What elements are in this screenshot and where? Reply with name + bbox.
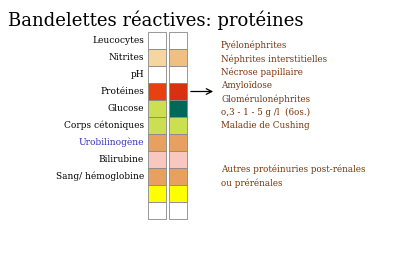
Bar bbox=[148, 134, 166, 151]
Bar bbox=[148, 32, 166, 49]
Bar bbox=[169, 66, 187, 83]
Bar bbox=[148, 202, 166, 219]
Text: Protéines: Protéines bbox=[100, 87, 144, 96]
Bar bbox=[169, 168, 187, 185]
Bar bbox=[169, 32, 187, 49]
Bar bbox=[169, 83, 187, 100]
Bar bbox=[148, 66, 166, 83]
Text: Leucocytes: Leucocytes bbox=[92, 36, 144, 45]
Text: Nitrites: Nitrites bbox=[108, 53, 144, 62]
Bar bbox=[169, 151, 187, 168]
Text: Pyélonéphrites
Néphrites interstitielles
Nécrose papillaire
Amyloïdose
Glomérulo: Pyélonéphrites Néphrites interstitielles… bbox=[221, 41, 327, 130]
Bar bbox=[169, 202, 187, 219]
Bar bbox=[148, 117, 166, 134]
Bar bbox=[148, 185, 166, 202]
Text: Bandelettes réactives: protéines: Bandelettes réactives: protéines bbox=[8, 10, 304, 29]
Bar bbox=[148, 168, 166, 185]
Text: Corps cétoniques: Corps cétoniques bbox=[64, 121, 144, 130]
Bar bbox=[148, 151, 166, 168]
Bar bbox=[148, 83, 166, 100]
Bar bbox=[148, 49, 166, 66]
Text: Bilirubine: Bilirubine bbox=[99, 155, 144, 164]
Bar bbox=[169, 185, 187, 202]
Text: Urobilinogène: Urobilinogène bbox=[78, 138, 144, 147]
Text: Glucose: Glucose bbox=[108, 104, 144, 113]
Bar bbox=[148, 100, 166, 117]
Bar bbox=[169, 117, 187, 134]
Bar bbox=[169, 100, 187, 117]
Bar bbox=[169, 49, 187, 66]
Bar bbox=[169, 134, 187, 151]
Text: Autres protéinuries post-rénales
ou prérénales: Autres protéinuries post-rénales ou prér… bbox=[221, 165, 366, 188]
Text: Sang/ hémoglobine: Sang/ hémoglobine bbox=[56, 172, 144, 181]
Text: pH: pH bbox=[130, 70, 144, 79]
